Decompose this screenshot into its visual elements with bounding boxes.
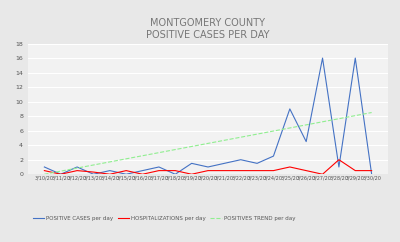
POSITIVE CASES per day [140, 169, 145, 172]
Line: POSITIVES TREND per day: POSITIVES TREND per day [44, 113, 372, 174]
POSITIVE CASES per day [320, 57, 325, 60]
HOSPITALIZATIONS per day [320, 173, 325, 176]
POSITIVE CASES per day [156, 166, 161, 168]
HOSPITALIZATIONS per day [58, 173, 63, 176]
POSITIVES TREND per day [369, 111, 374, 114]
HOSPITALIZATIONS per day [222, 169, 227, 172]
HOSPITALIZATIONS per day [288, 166, 292, 168]
HOSPITALIZATIONS per day [271, 169, 276, 172]
POSITIVE CASES per day [353, 57, 358, 60]
POSITIVES TREND per day [304, 123, 308, 126]
HOSPITALIZATIONS per day [42, 169, 47, 172]
HOSPITALIZATIONS per day [108, 173, 112, 176]
POSITIVES TREND per day [140, 154, 145, 157]
POSITIVES TREND per day [42, 173, 47, 176]
Line: HOSPITALIZATIONS per day: HOSPITALIZATIONS per day [44, 160, 372, 174]
POSITIVES TREND per day [91, 164, 96, 166]
Title: MONTGOMERY COUNTY
POSITIVE CASES PER DAY: MONTGOMERY COUNTY POSITIVE CASES PER DAY [146, 18, 270, 40]
POSITIVE CASES per day [336, 166, 341, 168]
POSITIVE CASES per day [58, 173, 63, 176]
POSITIVES TREND per day [336, 117, 341, 120]
HOSPITALIZATIONS per day [189, 173, 194, 176]
POSITIVES TREND per day [75, 166, 80, 169]
POSITIVE CASES per day [288, 107, 292, 110]
POSITIVES TREND per day [238, 136, 243, 139]
POSITIVES TREND per day [271, 130, 276, 133]
HOSPITALIZATIONS per day [173, 169, 178, 172]
POSITIVE CASES per day [42, 166, 47, 168]
POSITIVE CASES per day [369, 173, 374, 176]
POSITIVE CASES per day [271, 155, 276, 158]
POSITIVES TREND per day [173, 148, 178, 151]
POSITIVES TREND per day [189, 145, 194, 148]
HOSPITALIZATIONS per day [369, 169, 374, 172]
POSITIVE CASES per day [304, 140, 308, 143]
HOSPITALIZATIONS per day [91, 171, 96, 174]
POSITIVES TREND per day [108, 160, 112, 163]
Line: POSITIVE CASES per day: POSITIVE CASES per day [44, 58, 372, 174]
HOSPITALIZATIONS per day [140, 173, 145, 176]
HOSPITALIZATIONS per day [156, 169, 161, 172]
HOSPITALIZATIONS per day [206, 169, 210, 172]
POSITIVES TREND per day [255, 133, 260, 136]
POSITIVE CASES per day [238, 158, 243, 161]
POSITIVE CASES per day [108, 169, 112, 172]
POSITIVE CASES per day [255, 162, 260, 165]
POSITIVES TREND per day [353, 114, 358, 117]
POSITIVES TREND per day [288, 127, 292, 129]
Legend: POSITIVE CASES per day, HOSPITALIZATIONS per day, POSITIVES TREND per day: POSITIVE CASES per day, HOSPITALIZATIONS… [31, 214, 298, 223]
HOSPITALIZATIONS per day [336, 158, 341, 161]
POSITIVE CASES per day [75, 166, 80, 168]
POSITIVE CASES per day [206, 166, 210, 168]
POSITIVE CASES per day [91, 173, 96, 176]
HOSPITALIZATIONS per day [238, 169, 243, 172]
POSITIVES TREND per day [124, 157, 128, 160]
HOSPITALIZATIONS per day [304, 169, 308, 172]
POSITIVE CASES per day [173, 173, 178, 176]
POSITIVE CASES per day [189, 162, 194, 165]
POSITIVE CASES per day [124, 173, 128, 176]
HOSPITALIZATIONS per day [353, 169, 358, 172]
HOSPITALIZATIONS per day [124, 169, 128, 172]
POSITIVES TREND per day [156, 151, 161, 154]
POSITIVES TREND per day [222, 139, 227, 142]
POSITIVES TREND per day [320, 120, 325, 123]
HOSPITALIZATIONS per day [255, 169, 260, 172]
POSITIVES TREND per day [58, 170, 63, 173]
POSITIVE CASES per day [222, 162, 227, 165]
POSITIVES TREND per day [206, 142, 210, 145]
HOSPITALIZATIONS per day [75, 169, 80, 172]
